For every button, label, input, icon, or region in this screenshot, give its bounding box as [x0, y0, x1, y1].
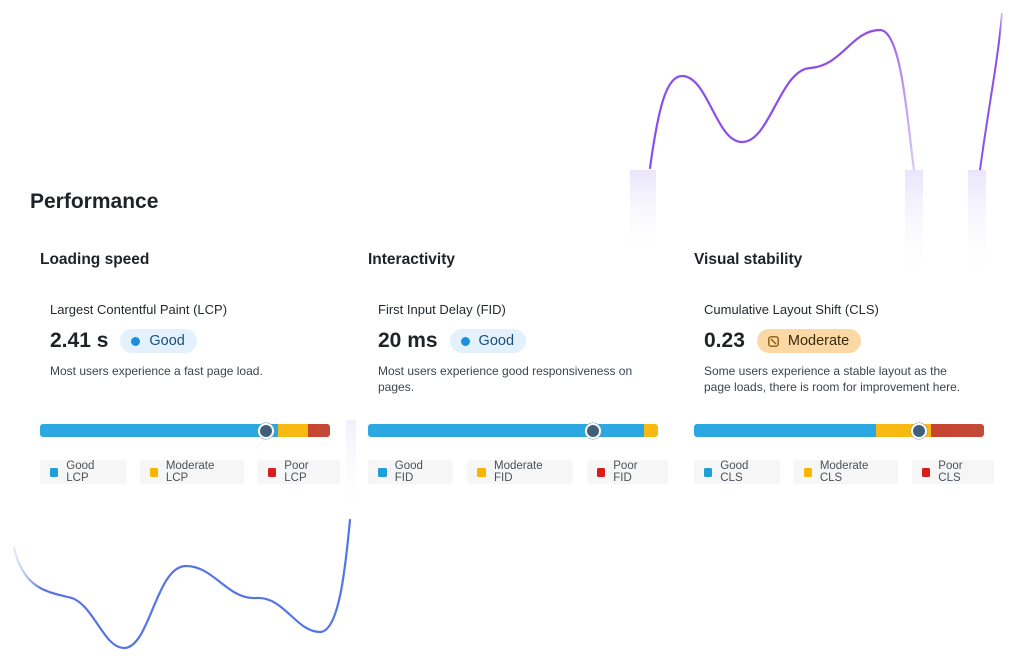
poor-segment	[930, 424, 984, 437]
distribution-marker	[910, 422, 927, 439]
poor-segment	[308, 424, 330, 437]
legend-moderate: Moderate FID	[467, 460, 573, 484]
legend-label: Good CLS	[720, 460, 749, 484]
moderate-segment	[277, 424, 309, 437]
moderate-swatch-icon	[477, 467, 487, 477]
good-segment	[694, 424, 876, 437]
distribution-bar	[40, 422, 330, 439]
metric-value: 20 ms	[378, 329, 438, 352]
distribution-marker	[258, 422, 275, 439]
legend: Good LCP Moderate LCP Poor LCP	[40, 460, 340, 484]
status-label: Moderate	[787, 333, 850, 349]
moderate-swatch-icon	[803, 467, 812, 477]
metric-name: Cumulative Layout Shift (CLS)	[704, 302, 879, 317]
legend-moderate: Moderate CLS	[793, 460, 899, 484]
status-label: Good	[149, 333, 185, 349]
card-interactivity: Interactivity First Input Delay (FID) 20…	[368, 236, 669, 506]
good-swatch-icon	[378, 467, 387, 477]
legend: Good FID Moderate FID Poor FID	[368, 460, 669, 484]
status-dot-icon	[460, 336, 470, 346]
metric-description: Some users experience a stable layout as…	[704, 364, 961, 394]
metric-value-row: 2.41 s Good	[50, 327, 197, 355]
legend-good: Good CLS	[694, 460, 780, 484]
moderate-segment	[644, 424, 658, 437]
metric-name: Largest Contentful Paint (LCP)	[50, 302, 228, 317]
legend-label: Poor FID	[613, 460, 638, 484]
legend-label: Poor LCP	[284, 460, 309, 484]
good-swatch-icon	[50, 467, 59, 477]
legend-label: Good LCP	[66, 460, 95, 484]
fade-column-decoration	[346, 420, 356, 520]
metric-value-row: 0.23 Moderate	[704, 327, 862, 355]
status-badge: Moderate	[756, 329, 862, 353]
legend-label: Moderate LCP	[165, 460, 215, 484]
card-title: Loading speed	[40, 251, 150, 268]
distribution-bar	[368, 422, 658, 439]
card-title: Visual stability	[694, 251, 803, 268]
status-dot-icon	[131, 336, 141, 346]
page-title: Performance	[30, 190, 159, 213]
metric-description: Most users experience good responsivenes…	[378, 364, 633, 394]
metric-name: First Input Delay (FID)	[378, 302, 506, 317]
legend-label: Moderate FID	[494, 460, 543, 484]
distribution-marker	[584, 422, 601, 439]
good-segment	[368, 424, 645, 437]
metric-value: 2.41 s	[50, 329, 109, 352]
legend-label: Moderate CLS	[819, 460, 869, 484]
fade-column-decoration	[968, 170, 986, 280]
distribution-bar	[694, 422, 984, 439]
poor-swatch-icon	[268, 467, 277, 477]
blue-wave-decoration	[12, 518, 352, 650]
metric-description: Most users experience a fast page load.	[50, 364, 263, 378]
moderate-swatch-icon	[149, 467, 158, 477]
poor-swatch-icon	[922, 467, 931, 477]
legend-good: Good LCP	[40, 460, 126, 484]
card-visual-stability: Visual stability Cumulative Layout Shift…	[694, 236, 994, 506]
status-label: Good	[478, 333, 515, 349]
status-badge: Good	[449, 329, 527, 353]
poor-swatch-icon	[596, 467, 606, 477]
legend-good: Good FID	[368, 460, 454, 484]
legend-poor: Poor LCP	[258, 460, 340, 484]
status-badge: Good	[120, 329, 197, 353]
legend: Good CLS Moderate CLS Poor CLS	[694, 460, 994, 484]
fade-column-decoration	[630, 170, 656, 260]
good-segment	[40, 424, 278, 437]
good-swatch-icon	[704, 467, 713, 477]
legend-label: Good FID	[394, 460, 423, 484]
legend-moderate: Moderate LCP	[139, 460, 245, 484]
purple-line-decoration	[979, 13, 1003, 171]
metric-value: 0.23	[704, 329, 745, 352]
fade-column-decoration	[905, 170, 923, 280]
moderate-status-icon	[767, 335, 779, 347]
metric-value-row: 20 ms Good	[378, 327, 527, 355]
legend-poor: Poor CLS	[912, 460, 994, 484]
legend-label: Poor CLS	[938, 460, 963, 484]
card-loading-speed: Loading speed Largest Contentful Paint (…	[40, 236, 340, 506]
legend-poor: Poor FID	[586, 460, 669, 484]
purple-wave-decoration	[648, 28, 916, 172]
card-title: Interactivity	[368, 251, 456, 268]
